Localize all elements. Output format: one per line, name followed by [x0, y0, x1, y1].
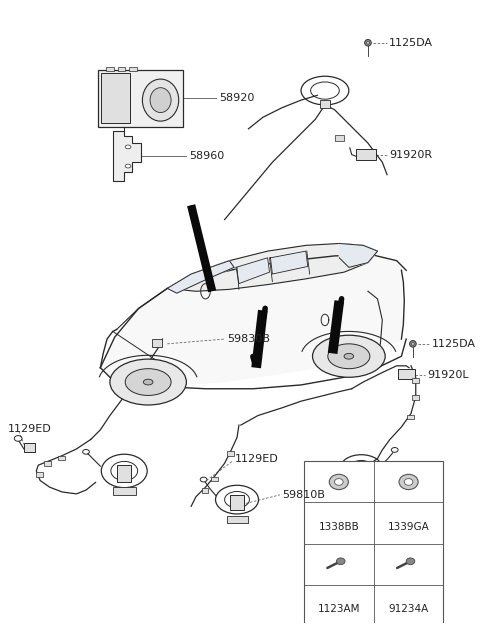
Bar — [230, 495, 244, 510]
Ellipse shape — [365, 39, 372, 46]
Bar — [412, 396, 419, 400]
Bar — [106, 67, 114, 71]
Bar — [228, 451, 234, 455]
Ellipse shape — [406, 558, 415, 564]
Bar — [227, 516, 248, 522]
Polygon shape — [167, 243, 378, 291]
Text: 1339GA: 1339GA — [388, 522, 430, 532]
Text: 1123AM: 1123AM — [318, 605, 360, 614]
Polygon shape — [236, 258, 270, 283]
Bar — [98, 69, 182, 127]
Polygon shape — [167, 261, 234, 293]
Text: 1129ED: 1129ED — [8, 424, 51, 434]
Ellipse shape — [125, 145, 131, 149]
Bar — [335, 134, 344, 141]
Ellipse shape — [399, 475, 418, 490]
Bar — [407, 415, 414, 419]
Ellipse shape — [367, 41, 370, 44]
Polygon shape — [270, 251, 308, 274]
Ellipse shape — [125, 164, 131, 168]
Bar — [412, 378, 419, 383]
Text: 58920: 58920 — [219, 93, 254, 103]
Ellipse shape — [411, 343, 414, 345]
Bar — [36, 472, 43, 476]
Bar — [152, 339, 162, 347]
Bar — [129, 67, 137, 71]
Polygon shape — [100, 255, 401, 385]
Polygon shape — [113, 131, 142, 182]
Text: 91920R: 91920R — [389, 150, 432, 160]
Bar — [355, 463, 368, 478]
Bar — [118, 67, 125, 71]
Bar — [352, 482, 371, 489]
Ellipse shape — [335, 478, 343, 485]
Text: 91234A: 91234A — [388, 605, 429, 614]
Ellipse shape — [328, 344, 370, 369]
Ellipse shape — [110, 359, 186, 405]
Ellipse shape — [150, 88, 171, 113]
Bar — [320, 100, 330, 108]
Polygon shape — [339, 243, 378, 268]
Bar — [24, 443, 36, 452]
Text: 1129ED: 1129ED — [235, 454, 279, 464]
Bar — [117, 465, 131, 482]
Ellipse shape — [409, 341, 416, 347]
Bar — [58, 455, 65, 461]
Text: 59830B: 59830B — [228, 334, 270, 344]
Text: 1125DA: 1125DA — [389, 38, 433, 48]
Bar — [397, 369, 415, 379]
Ellipse shape — [144, 379, 153, 385]
Bar — [304, 461, 444, 626]
Bar — [101, 73, 130, 123]
Ellipse shape — [404, 478, 413, 485]
Bar — [211, 476, 218, 482]
Bar — [44, 461, 51, 466]
Ellipse shape — [143, 79, 179, 121]
Bar — [202, 488, 208, 493]
Bar — [357, 149, 376, 161]
Ellipse shape — [344, 354, 354, 359]
Text: 59810B: 59810B — [282, 490, 325, 500]
Ellipse shape — [125, 369, 171, 396]
Text: 91920L: 91920L — [427, 370, 469, 380]
Text: 1338BB: 1338BB — [318, 522, 359, 532]
Ellipse shape — [329, 475, 348, 490]
Text: 58960: 58960 — [189, 150, 225, 161]
Text: 1125DA: 1125DA — [432, 339, 476, 349]
Ellipse shape — [312, 335, 385, 377]
Bar — [113, 487, 136, 495]
Ellipse shape — [336, 558, 345, 564]
